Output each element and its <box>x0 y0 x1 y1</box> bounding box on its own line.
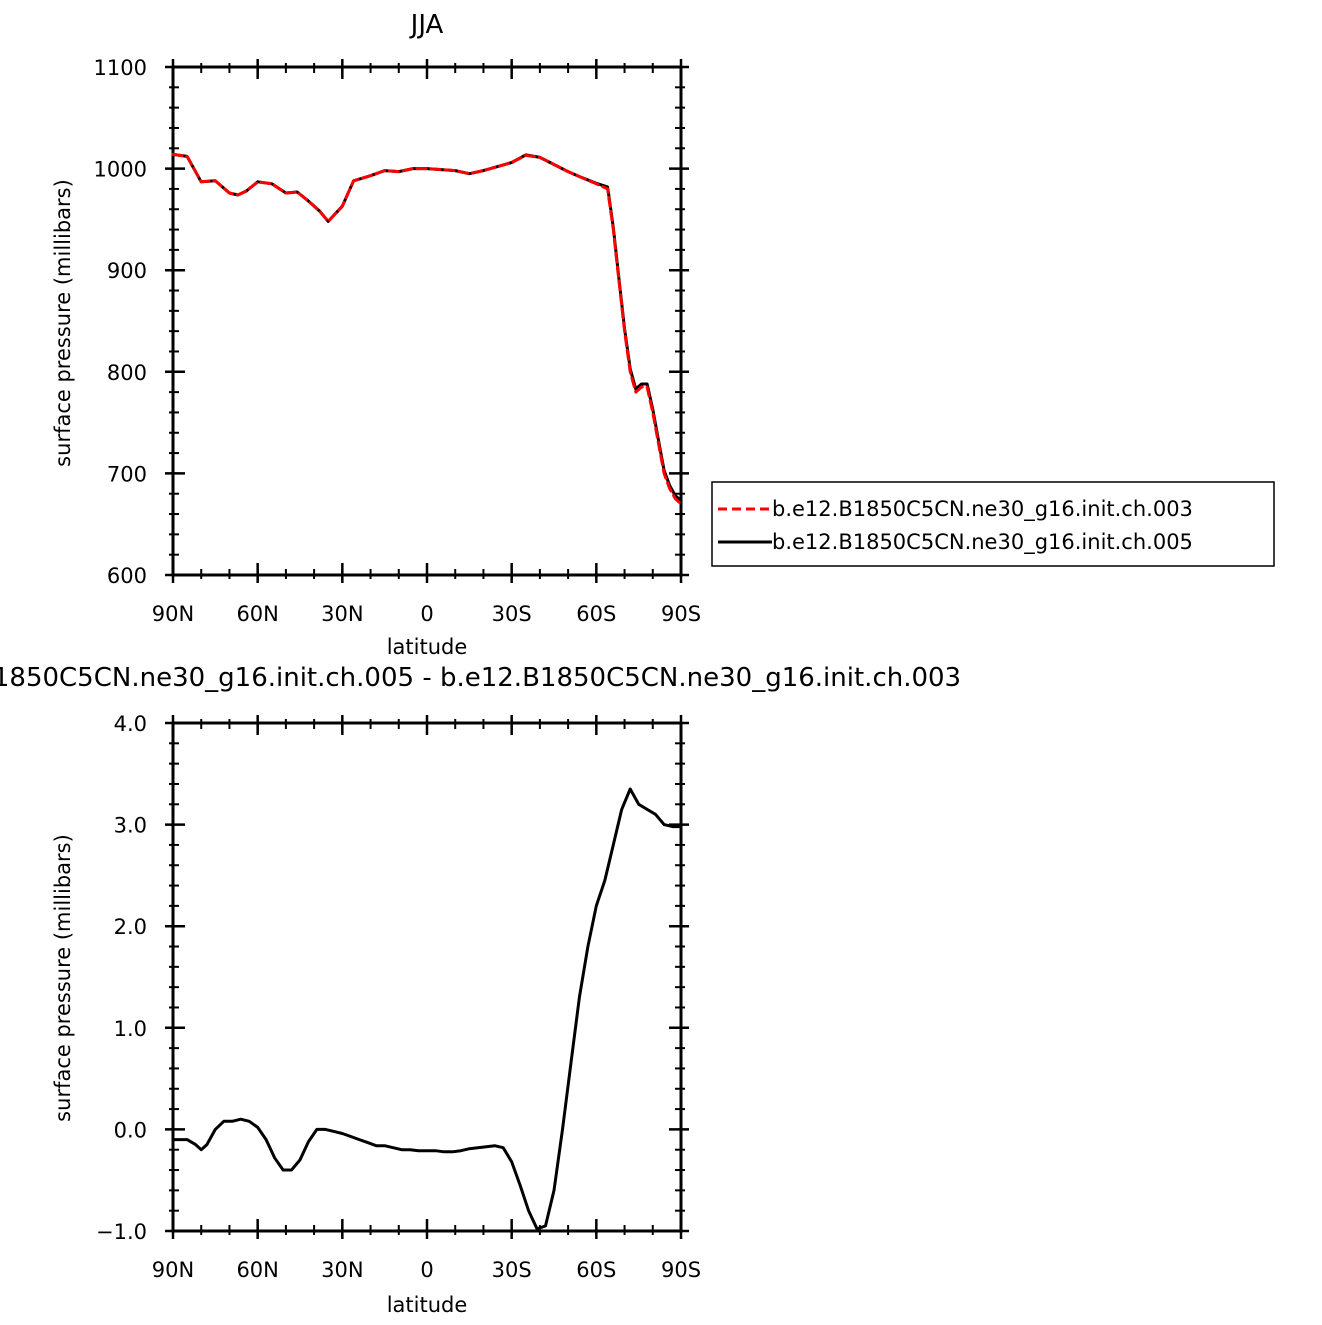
top-x-tick-label: 90N <box>152 602 194 626</box>
legend-label-005: b.e12.B1850C5CN.ne30_g16.init.ch.005 <box>772 530 1193 555</box>
bottom-x-tick-label: 0 <box>420 1258 433 1282</box>
top-y-tick-label: 700 <box>107 462 147 486</box>
top-x-axis-label: latitude <box>387 635 468 659</box>
top-y-ticks: 600 700 800 900 1000 1100 <box>94 56 689 588</box>
top-x-tick-label: 30N <box>321 602 363 626</box>
bottom-chart-title: b.e12.B1850C5CN.ne30_g16.init.ch.005 - b… <box>0 663 961 693</box>
bottom-y-axis-label: surface pressure (millibars) <box>51 834 75 1122</box>
top-x-ticks: 90N 60N 30N 0 30S 60S 90S <box>152 59 701 626</box>
top-series-line-1 <box>171 152 683 503</box>
bottom-y-tick-label: 4.0 <box>114 712 147 736</box>
top-y-tick-label: 1000 <box>94 158 147 182</box>
top-x-tick-label: 90S <box>661 602 701 626</box>
bottom-x-tick-label: 60N <box>236 1258 278 1282</box>
legend: b.e12.B1850C5CN.ne30_g16.init.ch.003 b.e… <box>711 481 1275 567</box>
bottom-series-line-0 <box>171 787 683 1231</box>
bottom-panel: b.e12.B1850C5CN.ne30_g16.init.ch.005 - b… <box>0 663 961 1317</box>
bottom-x-tick-label: 90S <box>661 1258 701 1282</box>
top-x-tick-label: 0 <box>420 602 433 626</box>
top-chart-title: JJA <box>409 10 444 40</box>
top-x-tick-label: 60S <box>576 602 616 626</box>
legend-label-003: b.e12.B1850C5CN.ne30_g16.init.ch.003 <box>772 497 1193 522</box>
top-series-line-0 <box>171 152 683 506</box>
bottom-plot-frame <box>171 721 683 1233</box>
top-x-tick-label: 60N <box>236 602 278 626</box>
top-y-tick-label: 900 <box>107 259 147 283</box>
bottom-series-layer <box>171 787 683 1231</box>
top-x-tick-label: 30S <box>492 602 532 626</box>
top-panel: JJA 90N 60N 30N 0 30S 60S 90S 600 700 800 900 1000… <box>51 10 701 659</box>
bottom-y-ticks: −1.0 0.0 1.0 2.0 3.0 4.0 <box>96 712 689 1244</box>
top-series-layer <box>171 152 683 506</box>
bottom-x-tick-label: 30N <box>321 1258 363 1282</box>
bottom-x-tick-label: 90N <box>152 1258 194 1282</box>
bottom-y-tick-label: 1.0 <box>114 1017 147 1041</box>
bottom-x-tick-label: 60S <box>576 1258 616 1282</box>
legend-box <box>711 481 1275 567</box>
bottom-x-ticks: 90N 60N 30N 0 30S 60S 90S <box>152 715 701 1282</box>
top-plot-frame <box>171 65 683 577</box>
top-y-tick-label: 1100 <box>94 56 147 80</box>
top-y-tick-label: 800 <box>107 361 147 385</box>
bottom-y-tick-label: −1.0 <box>96 1220 147 1244</box>
bottom-x-tick-label: 30S <box>492 1258 532 1282</box>
top-y-tick-label: 600 <box>107 564 147 588</box>
bottom-y-tick-label: 0.0 <box>114 1118 147 1142</box>
top-y-axis-label: surface pressure (millibars) <box>51 179 75 467</box>
bottom-y-tick-label: 3.0 <box>114 814 147 838</box>
bottom-y-tick-label: 2.0 <box>114 915 147 939</box>
bottom-x-axis-label: latitude <box>387 1293 468 1317</box>
